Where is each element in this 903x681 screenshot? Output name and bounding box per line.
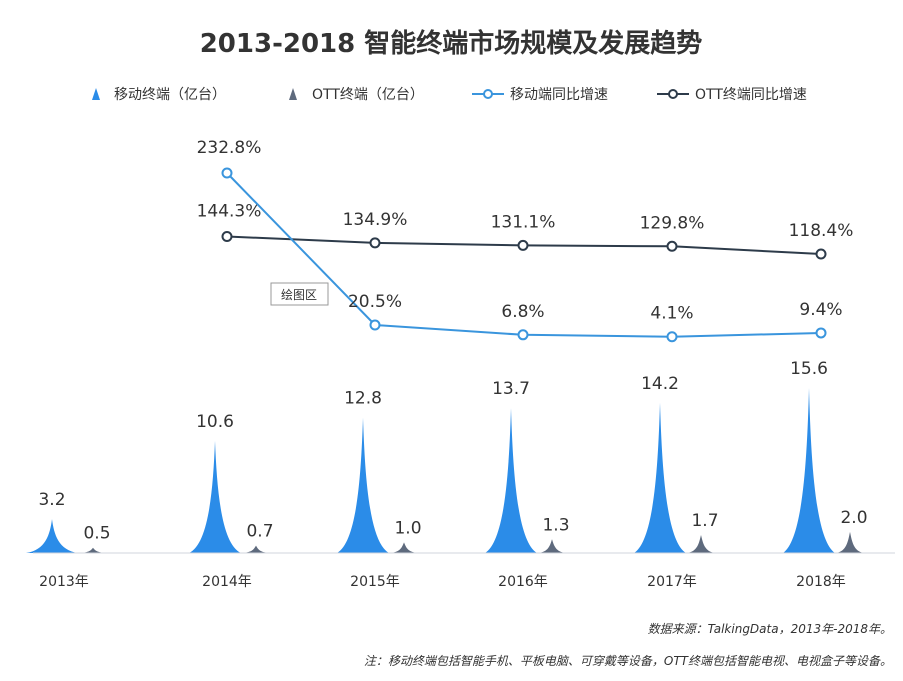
data-label-mobile-growth-6: 9.4%	[799, 300, 842, 320]
legend-item-mobile-growth[interactable]: 移动端同比增速	[472, 87, 608, 103]
x-tick-label-5: 2017年	[647, 574, 697, 590]
bar-mobile-6	[783, 388, 835, 553]
x-tick-label-2: 2014年	[202, 574, 252, 590]
data-label-ott-5: 1.7	[691, 511, 718, 531]
x-tick-label-1: 2013年	[39, 574, 89, 590]
bar-ott-4	[538, 539, 566, 553]
bar-ott-3	[390, 542, 418, 553]
point-mobile-growth-4	[517, 329, 529, 341]
bar-ott-2	[242, 545, 270, 553]
bar-mobile-4	[485, 408, 537, 553]
legend-ott-label: OTT终端（亿台）	[312, 87, 424, 103]
bar-ott-5	[687, 535, 715, 553]
bar-ott-1	[79, 547, 107, 553]
data-label-mobile-growth-2: 232.8%	[197, 138, 262, 158]
legend-ott-marker	[289, 88, 297, 100]
point-ott-growth-3	[369, 237, 381, 249]
data-label-mobile-6: 15.6	[790, 359, 828, 379]
legend-item-mobile[interactable]: 移动终端（亿台）	[92, 87, 226, 103]
point-mobile-growth-6	[815, 327, 827, 339]
data-label-mobile-growth-5: 4.1%	[650, 304, 693, 324]
point-ott-growth-6	[815, 248, 827, 260]
data-label-mobile-5: 14.2	[641, 374, 679, 394]
legend-item-ott-growth[interactable]: OTT终端同比增速	[657, 87, 807, 103]
data-label-mobile-2: 10.6	[196, 412, 234, 432]
data-label-ott-3: 1.0	[394, 518, 421, 538]
legend-ott-growth-marker	[668, 89, 678, 99]
legend: 移动终端（亿台） OTT终端（亿台） 移动端同比增速 OTT终端同比增速	[92, 87, 807, 103]
data-label-ott-growth-2: 144.3%	[197, 202, 262, 222]
legend-item-ott[interactable]: OTT终端（亿台）	[289, 87, 424, 103]
data-label-ott-2: 0.7	[246, 522, 273, 542]
x-axis-ticks: 2013年 2014年 2015年 2016年 2017年 2018年	[39, 574, 846, 590]
plot-area-tooltip: 绘图区	[270, 282, 329, 306]
data-label-ott-growth-3: 134.9%	[343, 210, 408, 230]
tooltip-box	[270, 282, 329, 306]
bar-mobile-2	[189, 440, 241, 553]
legend-ott-growth-label: OTT终端同比增速	[695, 87, 807, 103]
footnote: 注：移动终端包括智能手机、平板电脑、可穿戴等设备，OTT终端包括智能电视、电视盒…	[364, 654, 892, 668]
data-label-ott-growth-5: 129.8%	[640, 213, 705, 233]
point-mobile-growth-5	[666, 331, 678, 343]
data-label-mobile-3: 12.8	[344, 389, 382, 409]
plot-area[interactable]: 3.2 10.6 12.8 13.7 14.2 15.6 0.5 0.7 1.0 1.3 1.7 2.…	[26, 138, 868, 553]
x-tick-label-4: 2016年	[498, 574, 548, 590]
legend-mobile-marker	[92, 88, 100, 100]
data-label-ott-growth-4: 131.1%	[491, 212, 556, 232]
data-label-ott-growth-6: 118.4%	[789, 221, 854, 241]
x-tick-label-6: 2018年	[796, 574, 846, 590]
data-label-mobile-1: 3.2	[38, 490, 65, 510]
point-ott-growth-5	[666, 240, 678, 252]
bar-mobile-1	[26, 519, 78, 553]
chart-title: 2013-2018 智能终端市场规模及发展趋势	[200, 28, 703, 59]
x-tick-label-3: 2015年	[350, 574, 400, 590]
point-mobile-growth-2	[221, 167, 233, 179]
data-label-ott-1: 0.5	[83, 524, 110, 544]
legend-mobile-growth-marker	[483, 89, 493, 99]
data-label-ott-6: 2.0	[840, 508, 867, 528]
point-mobile-growth-3	[369, 319, 381, 331]
point-ott-growth-4	[517, 239, 529, 251]
tooltip-text: 绘图区	[281, 287, 317, 302]
legend-mobile-label: 移动终端（亿台）	[114, 87, 226, 103]
data-label-ott-4: 1.3	[542, 515, 569, 535]
data-label-mobile-growth-4: 6.8%	[501, 302, 544, 322]
bar-mobile-5	[634, 402, 686, 553]
point-ott-growth-2	[221, 231, 233, 242]
data-label-mobile-4: 13.7	[492, 379, 530, 399]
legend-mobile-growth-label: 移动端同比增速	[510, 87, 608, 103]
bar-ott-6	[836, 531, 864, 553]
source-note: 数据来源：TalkingData，2013年-2018年。	[648, 622, 892, 636]
data-label-mobile-growth-3: 20.5%	[348, 292, 402, 312]
bar-mobile-3	[337, 417, 389, 553]
